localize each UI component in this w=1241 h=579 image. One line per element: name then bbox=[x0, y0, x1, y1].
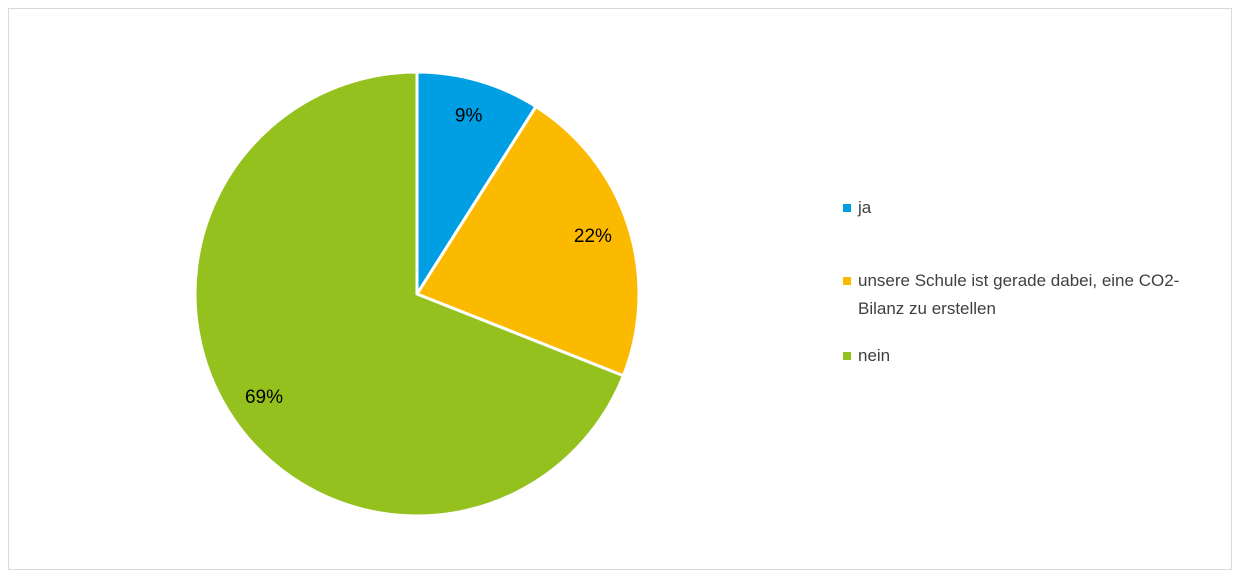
legend-label: ja bbox=[858, 198, 872, 217]
legend-item: ja bbox=[843, 194, 1213, 222]
data-label: 9% bbox=[455, 105, 483, 126]
legend-label: nein bbox=[858, 346, 891, 365]
data-label: 22% bbox=[574, 226, 612, 247]
legend-swatch bbox=[843, 277, 851, 285]
legend-item: unsere Schule ist gerade dabei, eine CO2… bbox=[843, 267, 1213, 323]
legend-label: unsere Schule ist gerade dabei, eine CO2… bbox=[858, 271, 1180, 318]
legend-swatch bbox=[843, 352, 851, 360]
pie-slice bbox=[415, 70, 539, 300]
pie-slice bbox=[193, 70, 626, 518]
legend-swatch bbox=[843, 204, 851, 212]
chart-frame bbox=[8, 8, 1232, 570]
data-label: 69% bbox=[245, 387, 283, 408]
legend-item: nein bbox=[843, 342, 1213, 370]
pie-slice bbox=[414, 104, 641, 378]
